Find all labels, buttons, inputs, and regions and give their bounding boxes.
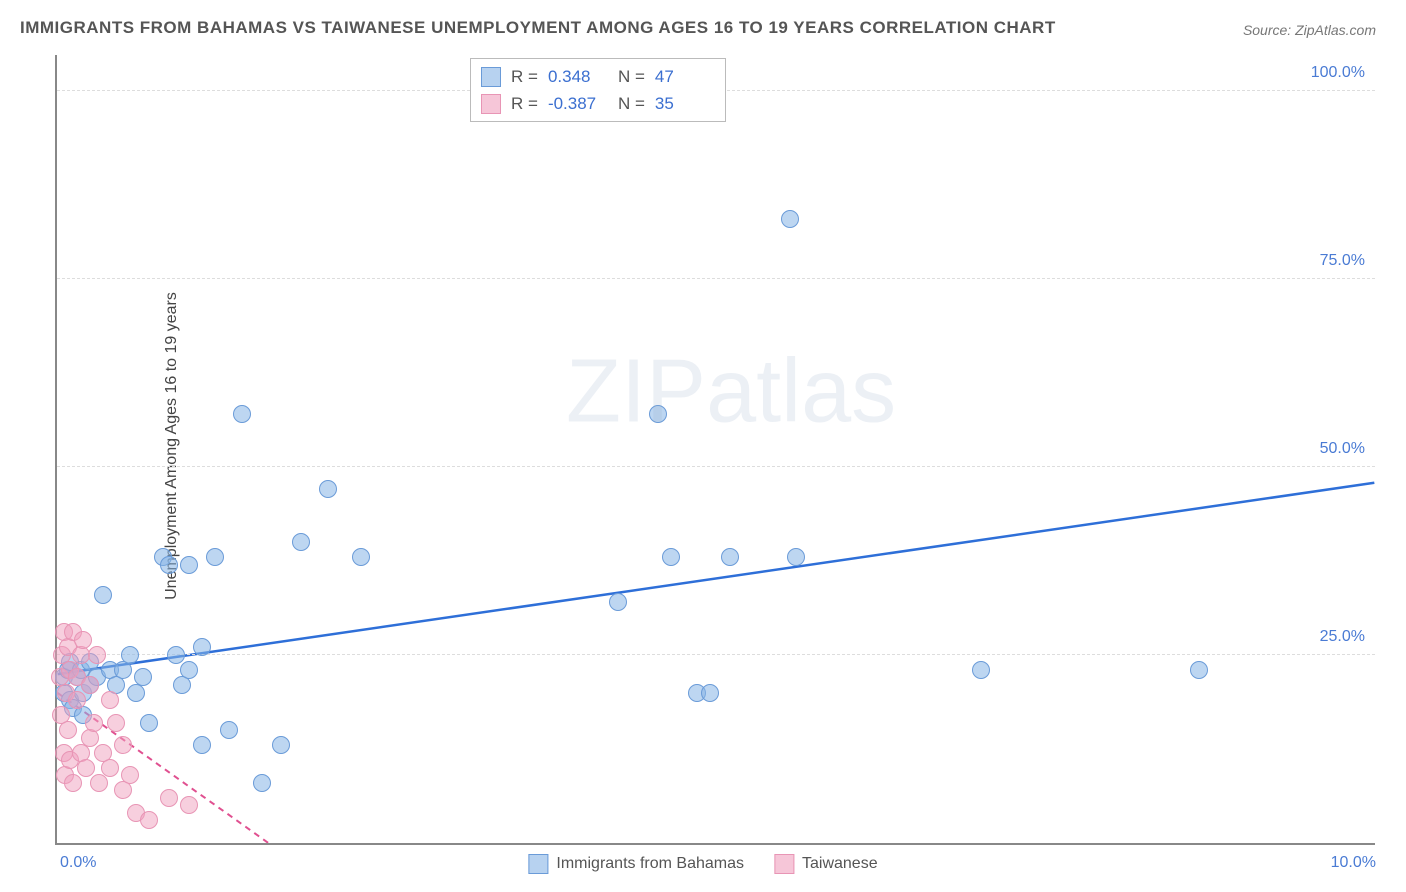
swatch-blue-icon: [528, 854, 548, 874]
scatter-point-taiwanese: [81, 676, 99, 694]
trend-lines-layer: [57, 55, 1375, 843]
scatter-point-bahamas: [220, 721, 238, 739]
watermark-zip: ZIP: [566, 342, 706, 442]
y-tick-label: 100.0%: [1311, 64, 1365, 82]
scatter-point-bahamas: [253, 774, 271, 792]
y-tick-label: 50.0%: [1320, 440, 1365, 458]
scatter-point-taiwanese: [90, 774, 108, 792]
scatter-plot-area: 25.0% 50.0% 75.0% 100.0%: [55, 55, 1375, 845]
r-label: R =: [511, 63, 538, 90]
scatter-point-bahamas: [180, 661, 198, 679]
y-tick-label: 75.0%: [1320, 252, 1365, 270]
stats-row-series2: R = -0.387 N = 35: [481, 90, 715, 117]
r-label: R =: [511, 90, 538, 117]
scatter-point-taiwanese: [68, 691, 86, 709]
swatch-pink-icon: [481, 94, 501, 114]
trend-line: [58, 483, 1375, 674]
scatter-point-taiwanese: [85, 714, 103, 732]
scatter-point-bahamas: [206, 548, 224, 566]
gridline: [57, 466, 1375, 467]
stats-row-series1: R = 0.348 N = 47: [481, 63, 715, 90]
scatter-point-bahamas: [972, 661, 990, 679]
scatter-point-taiwanese: [101, 691, 119, 709]
scatter-point-taiwanese: [74, 631, 92, 649]
watermark-atlas: atlas: [706, 342, 896, 442]
chart-title: IMMIGRANTS FROM BAHAMAS VS TAIWANESE UNE…: [20, 18, 1056, 38]
scatter-point-bahamas: [94, 586, 112, 604]
scatter-point-taiwanese: [101, 759, 119, 777]
n-label: N =: [618, 90, 645, 117]
scatter-point-taiwanese: [114, 736, 132, 754]
scatter-point-taiwanese: [77, 759, 95, 777]
y-tick-label: 25.0%: [1320, 628, 1365, 646]
scatter-point-bahamas: [272, 736, 290, 754]
scatter-point-bahamas: [134, 668, 152, 686]
scatter-point-taiwanese: [64, 774, 82, 792]
scatter-point-bahamas: [193, 638, 211, 656]
scatter-point-bahamas: [319, 480, 337, 498]
n-value-series2: 35: [655, 90, 715, 117]
scatter-point-bahamas: [140, 714, 158, 732]
scatter-point-taiwanese: [121, 766, 139, 784]
n-label: N =: [618, 63, 645, 90]
scatter-point-taiwanese: [140, 811, 158, 829]
scatter-point-taiwanese: [81, 729, 99, 747]
n-value-series1: 47: [655, 63, 715, 90]
gridline: [57, 278, 1375, 279]
scatter-point-bahamas: [160, 556, 178, 574]
legend-label-series1: Immigrants from Bahamas: [556, 855, 744, 873]
scatter-point-bahamas: [721, 548, 739, 566]
x-tick-min: 0.0%: [60, 854, 96, 872]
x-tick-max: 10.0%: [1331, 854, 1376, 872]
scatter-point-bahamas: [352, 548, 370, 566]
scatter-point-bahamas: [167, 646, 185, 664]
scatter-point-taiwanese: [59, 721, 77, 739]
swatch-blue-icon: [481, 67, 501, 87]
scatter-point-bahamas: [121, 646, 139, 664]
r-value-series2: -0.387: [548, 90, 608, 117]
source-attribution: Source: ZipAtlas.com: [1243, 22, 1376, 38]
legend-item-series1: Immigrants from Bahamas: [528, 854, 744, 874]
scatter-point-bahamas: [233, 405, 251, 423]
r-value-series1: 0.348: [548, 63, 608, 90]
legend-label-series2: Taiwanese: [802, 855, 878, 873]
scatter-point-bahamas: [662, 548, 680, 566]
correlation-stats-box: R = 0.348 N = 47 R = -0.387 N = 35: [470, 58, 726, 122]
scatter-point-bahamas: [193, 736, 211, 754]
gridline: [57, 654, 1375, 655]
scatter-point-bahamas: [701, 684, 719, 702]
scatter-point-bahamas: [1190, 661, 1208, 679]
scatter-point-bahamas: [609, 593, 627, 611]
watermark: ZIPatlas: [566, 341, 896, 444]
scatter-point-taiwanese: [88, 646, 106, 664]
bottom-legend: Immigrants from Bahamas Taiwanese: [528, 854, 877, 874]
scatter-point-bahamas: [292, 533, 310, 551]
scatter-point-bahamas: [787, 548, 805, 566]
swatch-pink-icon: [774, 854, 794, 874]
scatter-point-taiwanese: [180, 796, 198, 814]
legend-item-series2: Taiwanese: [774, 854, 878, 874]
scatter-point-taiwanese: [107, 714, 125, 732]
scatter-point-bahamas: [180, 556, 198, 574]
scatter-point-taiwanese: [160, 789, 178, 807]
scatter-point-bahamas: [781, 210, 799, 228]
